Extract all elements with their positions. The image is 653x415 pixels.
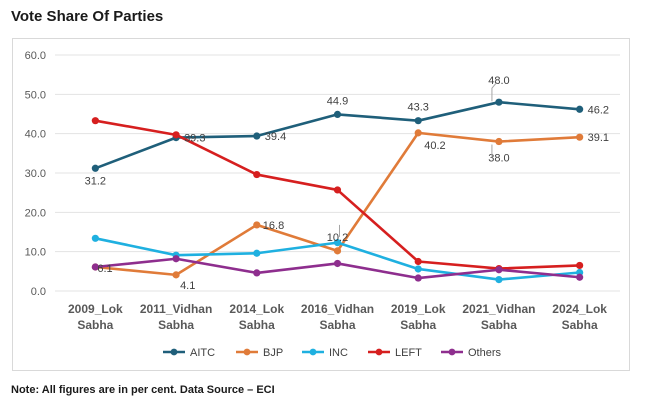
data-label-bjp: 6.1 (97, 263, 112, 275)
data-point-bjp (172, 271, 180, 279)
data-point-others (91, 263, 99, 271)
x-tick-label: 2009_Lok (68, 302, 123, 316)
data-point-aitc (495, 98, 503, 106)
legend-marker-left (375, 348, 383, 356)
x-tick-label: 2014_Lok (229, 302, 284, 316)
data-point-bjp (414, 129, 422, 137)
x-tick-label: 2021_Vidhan (462, 302, 535, 316)
x-tick-label: Sabha (77, 318, 113, 332)
data-point-left (414, 257, 422, 266)
data-label-bjp: 16.8 (263, 220, 284, 232)
data-point-left (172, 131, 180, 139)
y-tick-label: 0.0 (31, 286, 46, 298)
data-point-others (172, 255, 180, 263)
data-point-bjp (333, 247, 342, 255)
data-label-aitc: 39.3 (184, 133, 205, 145)
data-point-left (253, 170, 261, 179)
x-tick-label: Sabha (319, 318, 355, 332)
legend-label-aitc: AITC (190, 347, 215, 359)
data-label-aitc: 39.4 (265, 131, 286, 143)
legend-marker-bjp (243, 348, 251, 356)
data-label-bjp: 39.1 (588, 132, 609, 144)
data-point-aitc (576, 105, 584, 113)
x-tick-label: 2011_Vidhan (140, 302, 213, 316)
legend-marker-inc (309, 348, 317, 356)
data-point-bjp (253, 221, 261, 229)
data-point-bjp (576, 133, 584, 141)
data-point-others (333, 259, 342, 268)
legend-label-inc: INC (329, 347, 348, 359)
y-tick-label: 60.0 (25, 50, 46, 62)
chart-title: Vote Share Of Parties (11, 8, 164, 25)
data-point-bjp (495, 137, 503, 146)
data-label-aitc: 44.9 (327, 95, 348, 107)
data-label-aitc: 46.2 (588, 104, 609, 116)
data-point-left (576, 261, 584, 270)
y-tick-label: 20.0 (25, 207, 46, 219)
y-tick-label: 10.0 (25, 247, 46, 259)
data-point-aitc (333, 110, 342, 118)
chart-frame (12, 38, 630, 371)
data-point-left (91, 117, 99, 125)
data-point-others (576, 273, 584, 281)
legend-label-left: LEFT (395, 347, 422, 359)
data-label-aitc: 31.2 (85, 175, 106, 187)
y-tick-label: 50.0 (25, 89, 46, 101)
data-point-aitc (91, 164, 99, 172)
data-point-inc (333, 239, 342, 247)
data-point-aitc (414, 117, 422, 125)
data-point-others (495, 266, 503, 274)
x-tick-label: Sabha (562, 318, 598, 332)
x-tick-label: 2016_Vidhan (301, 302, 374, 316)
data-point-others (253, 269, 261, 277)
x-tick-label: 2024_Lok (552, 302, 607, 316)
data-label-aitc: 43.3 (408, 102, 429, 114)
y-tick-label: 40.0 (25, 129, 46, 141)
data-point-inc (414, 265, 422, 273)
data-point-inc (495, 275, 503, 284)
x-tick-label: Sabha (239, 318, 275, 332)
x-tick-label: Sabha (158, 318, 194, 332)
data-point-others (414, 274, 422, 282)
data-point-inc (253, 249, 261, 257)
data-label-aitc: 48.0 (488, 75, 509, 87)
source-note: Note: All figures are in per cent. Data … (11, 384, 275, 396)
data-label-bjp: 10.2 (327, 232, 348, 244)
series-line-left (94, 119, 581, 270)
data-point-inc (91, 234, 99, 242)
legend-marker-others (448, 348, 456, 356)
data-label-bjp: 38.0 (488, 153, 509, 165)
data-point-aitc (253, 132, 261, 140)
x-tick-label: Sabha (481, 318, 517, 332)
data-label-bjp: 40.2 (424, 140, 445, 152)
y-tick-label: 30.0 (25, 168, 46, 180)
label-leader-line (491, 81, 498, 102)
x-tick-label: 2019_Lok (391, 302, 446, 316)
legend-label-others: Others (468, 347, 502, 359)
legend-marker-aitc (170, 348, 178, 356)
data-point-left (333, 186, 342, 194)
x-tick-label: Sabha (400, 318, 436, 332)
data-label-bjp: 4.1 (180, 280, 195, 292)
legend-label-bjp: BJP (263, 347, 283, 359)
